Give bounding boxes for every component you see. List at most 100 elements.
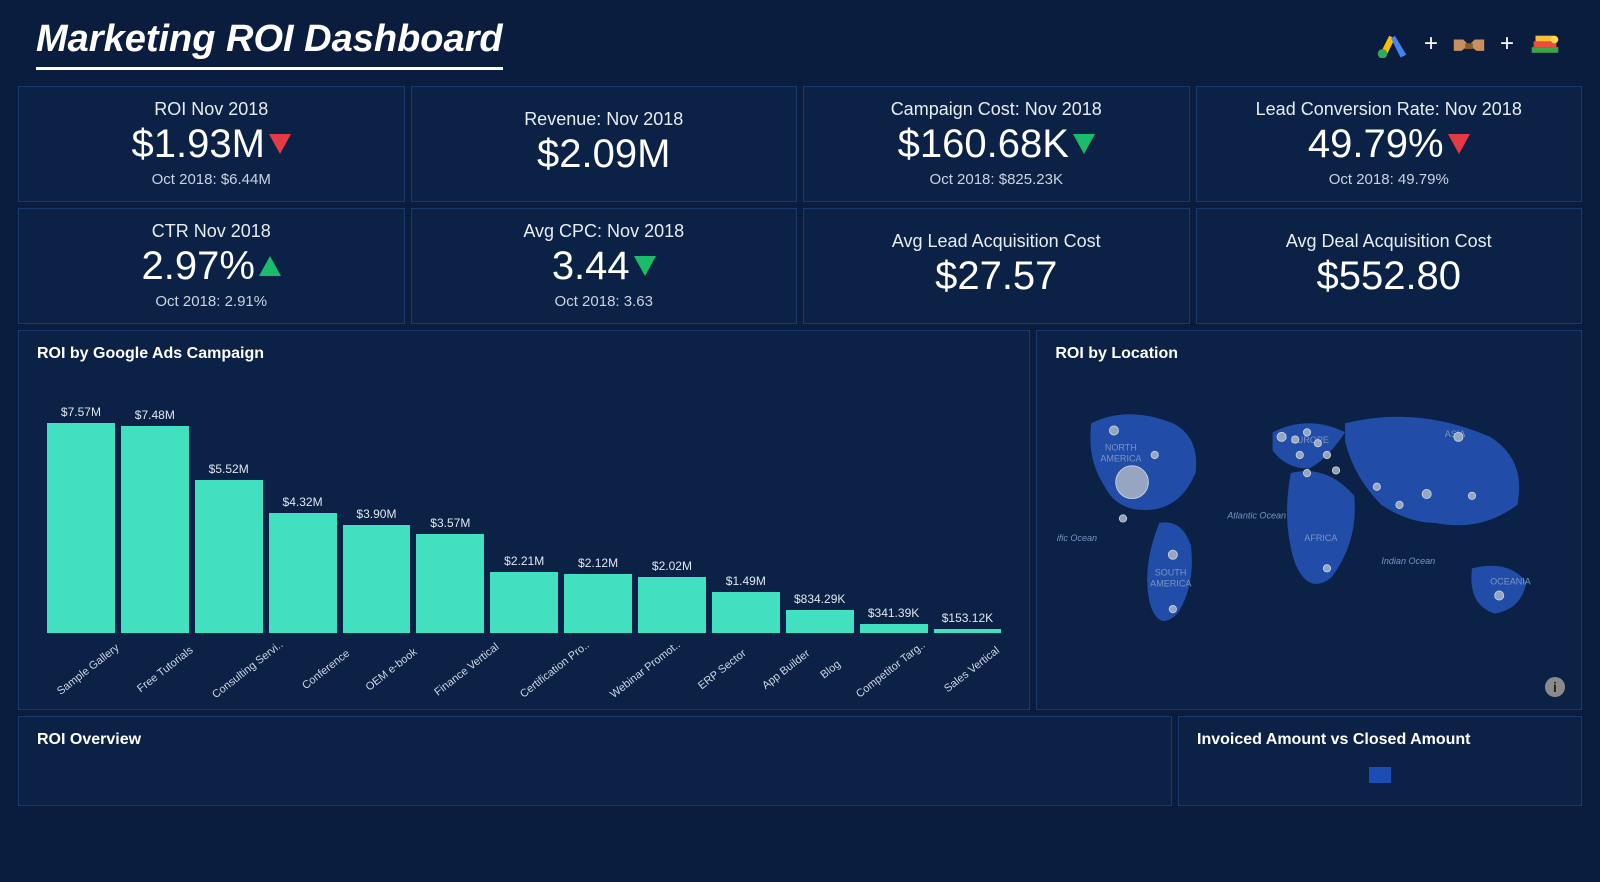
google-ads-icon (1374, 29, 1412, 59)
bar (490, 572, 558, 633)
bar (638, 577, 706, 633)
panel-title: ROI Overview (37, 731, 1153, 749)
kpi-card[interactable]: Revenue: Nov 2018 $2.09M (411, 86, 798, 202)
world-map[interactable]: NORTHAMERICA SOUTHAMERICA AFRICA EUROPE … (1055, 373, 1563, 673)
invoiced-vs-closed-panel: Invoiced Amount vs Closed Amount (1178, 716, 1582, 806)
bar-value-label: $2.02M (652, 559, 692, 573)
bar (47, 423, 115, 633)
bar-category-label: Finance Vertical (433, 641, 502, 699)
bar-column[interactable]: $341.39K (860, 606, 928, 633)
kpi-row-1: ROI Nov 2018 $1.93M Oct 2018: $6.44M Rev… (0, 86, 1600, 202)
kpi-sub: Oct 2018: $825.23K (818, 171, 1175, 188)
kpi-card[interactable]: CTR Nov 2018 2.97% Oct 2018: 2.91% (18, 208, 405, 324)
kpi-label: Avg Deal Acquisition Cost (1211, 231, 1568, 252)
kpi-label: ROI Nov 2018 (33, 99, 390, 120)
bar-value-label: $7.48M (135, 408, 175, 422)
panel-title: ROI by Location (1055, 345, 1563, 363)
bar (860, 624, 928, 633)
kpi-label: CTR Nov 2018 (33, 221, 390, 242)
bar-value-label: $5.52M (209, 462, 249, 476)
bar-value-label: $2.12M (578, 556, 618, 570)
bar-value-label: $3.57M (430, 516, 470, 530)
bar-column[interactable]: $153.12K (934, 611, 1002, 633)
svg-text:Indian Ocean: Indian Ocean (1382, 556, 1436, 566)
bar-chart[interactable]: $7.57M $7.48M $5.52M $4.32M $3.90M $3.57… (37, 373, 1011, 633)
bar-category-label: Sample Gallery (55, 642, 122, 698)
dashboard-header: Marketing ROI Dashboard + + (0, 0, 1600, 80)
kpi-card[interactable]: Avg CPC: Nov 2018 3.44 Oct 2018: 3.63 (411, 208, 798, 324)
bar-column[interactable]: $2.02M (638, 559, 706, 633)
roi-by-location-panel: ROI by Location NORTHAMERICA SOUTHAMERIC… (1036, 330, 1582, 710)
kpi-card[interactable]: Avg Lead Acquisition Cost $27.57 (803, 208, 1190, 324)
kpi-label: Avg Lead Acquisition Cost (818, 231, 1175, 252)
bar-chart-categories: Sample GalleryFree TutorialsConsulting S… (37, 639, 1011, 677)
info-icon[interactable]: i (1545, 677, 1565, 697)
bar-column[interactable]: $7.48M (121, 408, 189, 634)
kpi-sub: Oct 2018: 2.91% (33, 293, 390, 310)
kpi-value: $27.57 (818, 254, 1175, 299)
svg-text:AMERICA: AMERICA (1151, 578, 1193, 588)
bar (712, 592, 780, 633)
kpi-value: 2.97% (33, 244, 390, 289)
bar (934, 629, 1002, 633)
legend-swatch (1369, 767, 1391, 783)
bar-category-label: App Builder (760, 647, 812, 691)
bar-category-label: OEM e-book (363, 646, 419, 693)
kpi-value: $552.80 (1211, 254, 1568, 299)
bar (786, 610, 854, 633)
charts-row: ROI by Google Ads Campaign $7.57M $7.48M… (0, 324, 1600, 710)
svg-text:SOUTH: SOUTH (1155, 568, 1187, 578)
header-integrations: + + (1374, 29, 1564, 59)
svg-text:AFRICA: AFRICA (1305, 533, 1339, 543)
books-icon (1526, 29, 1564, 59)
bar-category-label: Competitor Targ.. (853, 639, 927, 700)
bar-value-label: $3.90M (356, 507, 396, 521)
bar (269, 513, 337, 633)
bar-category-label: Certification Pro.. (518, 639, 592, 700)
panel-title: ROI by Google Ads Campaign (37, 345, 1011, 363)
bar-column[interactable]: $2.21M (490, 554, 558, 633)
bar-value-label: $4.32M (283, 495, 323, 509)
bar-value-label: $2.21M (504, 554, 544, 568)
svg-text:AMERICA: AMERICA (1101, 453, 1143, 463)
bar-value-label: $153.12K (942, 611, 993, 625)
bar-category-label: ERP Sector (696, 647, 749, 692)
bar-column[interactable]: $3.90M (343, 507, 411, 633)
roi-overview-panel: ROI Overview (18, 716, 1172, 806)
bar-column[interactable]: $1.49M (712, 574, 780, 633)
bar-category-label: Sales Vertical (942, 644, 1002, 694)
kpi-sub: Oct 2018: 49.79% (1211, 171, 1568, 188)
bar-column[interactable]: $4.32M (269, 495, 337, 633)
bar-value-label: $1.49M (726, 574, 766, 588)
kpi-label: Campaign Cost: Nov 2018 (818, 99, 1175, 120)
bar-category-label: Webinar Promot.. (608, 639, 683, 701)
kpi-card[interactable]: Lead Conversion Rate: Nov 2018 49.79% Oc… (1196, 86, 1583, 202)
kpi-value: $160.68K (818, 122, 1175, 167)
panel-title: Invoiced Amount vs Closed Amount (1197, 731, 1563, 749)
bar (121, 426, 189, 634)
kpi-card[interactable]: ROI Nov 2018 $1.93M Oct 2018: $6.44M (18, 86, 405, 202)
bar-category-label: Conference (300, 647, 352, 691)
plus-icon: + (1424, 30, 1438, 58)
kpi-label: Lead Conversion Rate: Nov 2018 (1211, 99, 1568, 120)
bar-column[interactable]: $834.29K (786, 592, 854, 633)
kpi-card[interactable]: Avg Deal Acquisition Cost $552.80 (1196, 208, 1583, 324)
bar-category-label: Free Tutorials (135, 644, 195, 695)
bar-category-label: Consulting Servi.. (211, 638, 286, 701)
bar (416, 534, 484, 633)
handshake-icon (1450, 29, 1488, 59)
bar-column[interactable]: $3.57M (416, 516, 484, 633)
bar-column[interactable]: $2.12M (564, 556, 632, 633)
bar-column[interactable]: $7.57M (47, 405, 115, 633)
kpi-sub: Oct 2018: $6.44M (33, 171, 390, 188)
kpi-row-2: CTR Nov 2018 2.97% Oct 2018: 2.91% Avg C… (0, 208, 1600, 324)
svg-text:ific Ocean: ific Ocean (1057, 533, 1097, 543)
bar-column[interactable]: $5.52M (195, 462, 263, 633)
kpi-card[interactable]: Campaign Cost: Nov 2018 $160.68K Oct 201… (803, 86, 1190, 202)
kpi-value: 49.79% (1211, 122, 1568, 167)
kpi-value: $2.09M (426, 132, 783, 177)
bar (564, 574, 632, 633)
svg-text:NORTH: NORTH (1105, 442, 1137, 452)
bar-category-label: Blog (819, 658, 844, 681)
page-title: Marketing ROI Dashboard (36, 18, 503, 70)
